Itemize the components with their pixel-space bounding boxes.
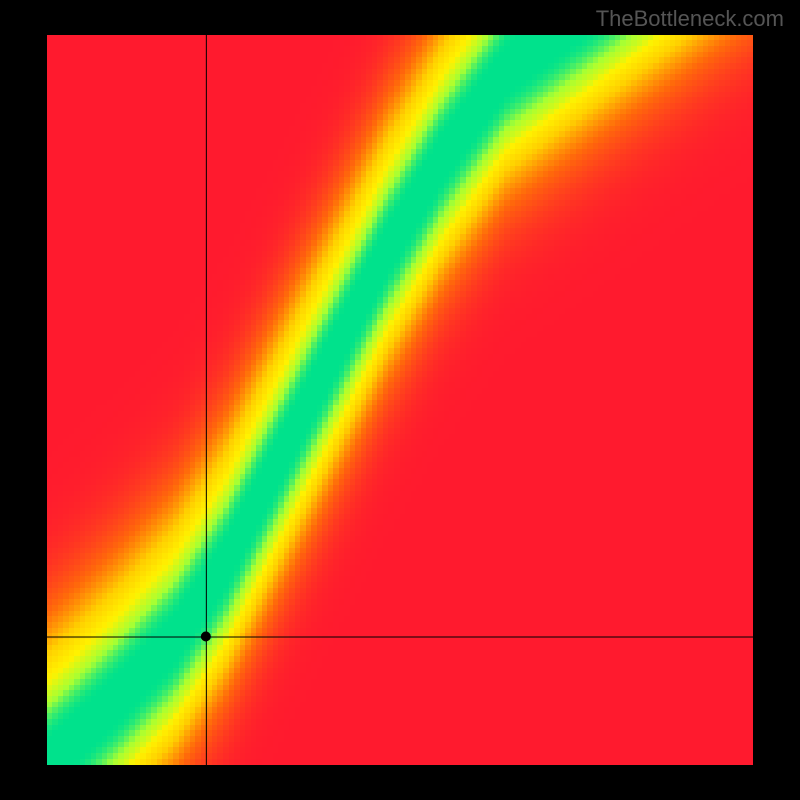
heatmap-plot-area [47, 35, 753, 765]
heatmap-canvas [47, 35, 753, 765]
watermark-text: TheBottleneck.com [596, 6, 784, 32]
